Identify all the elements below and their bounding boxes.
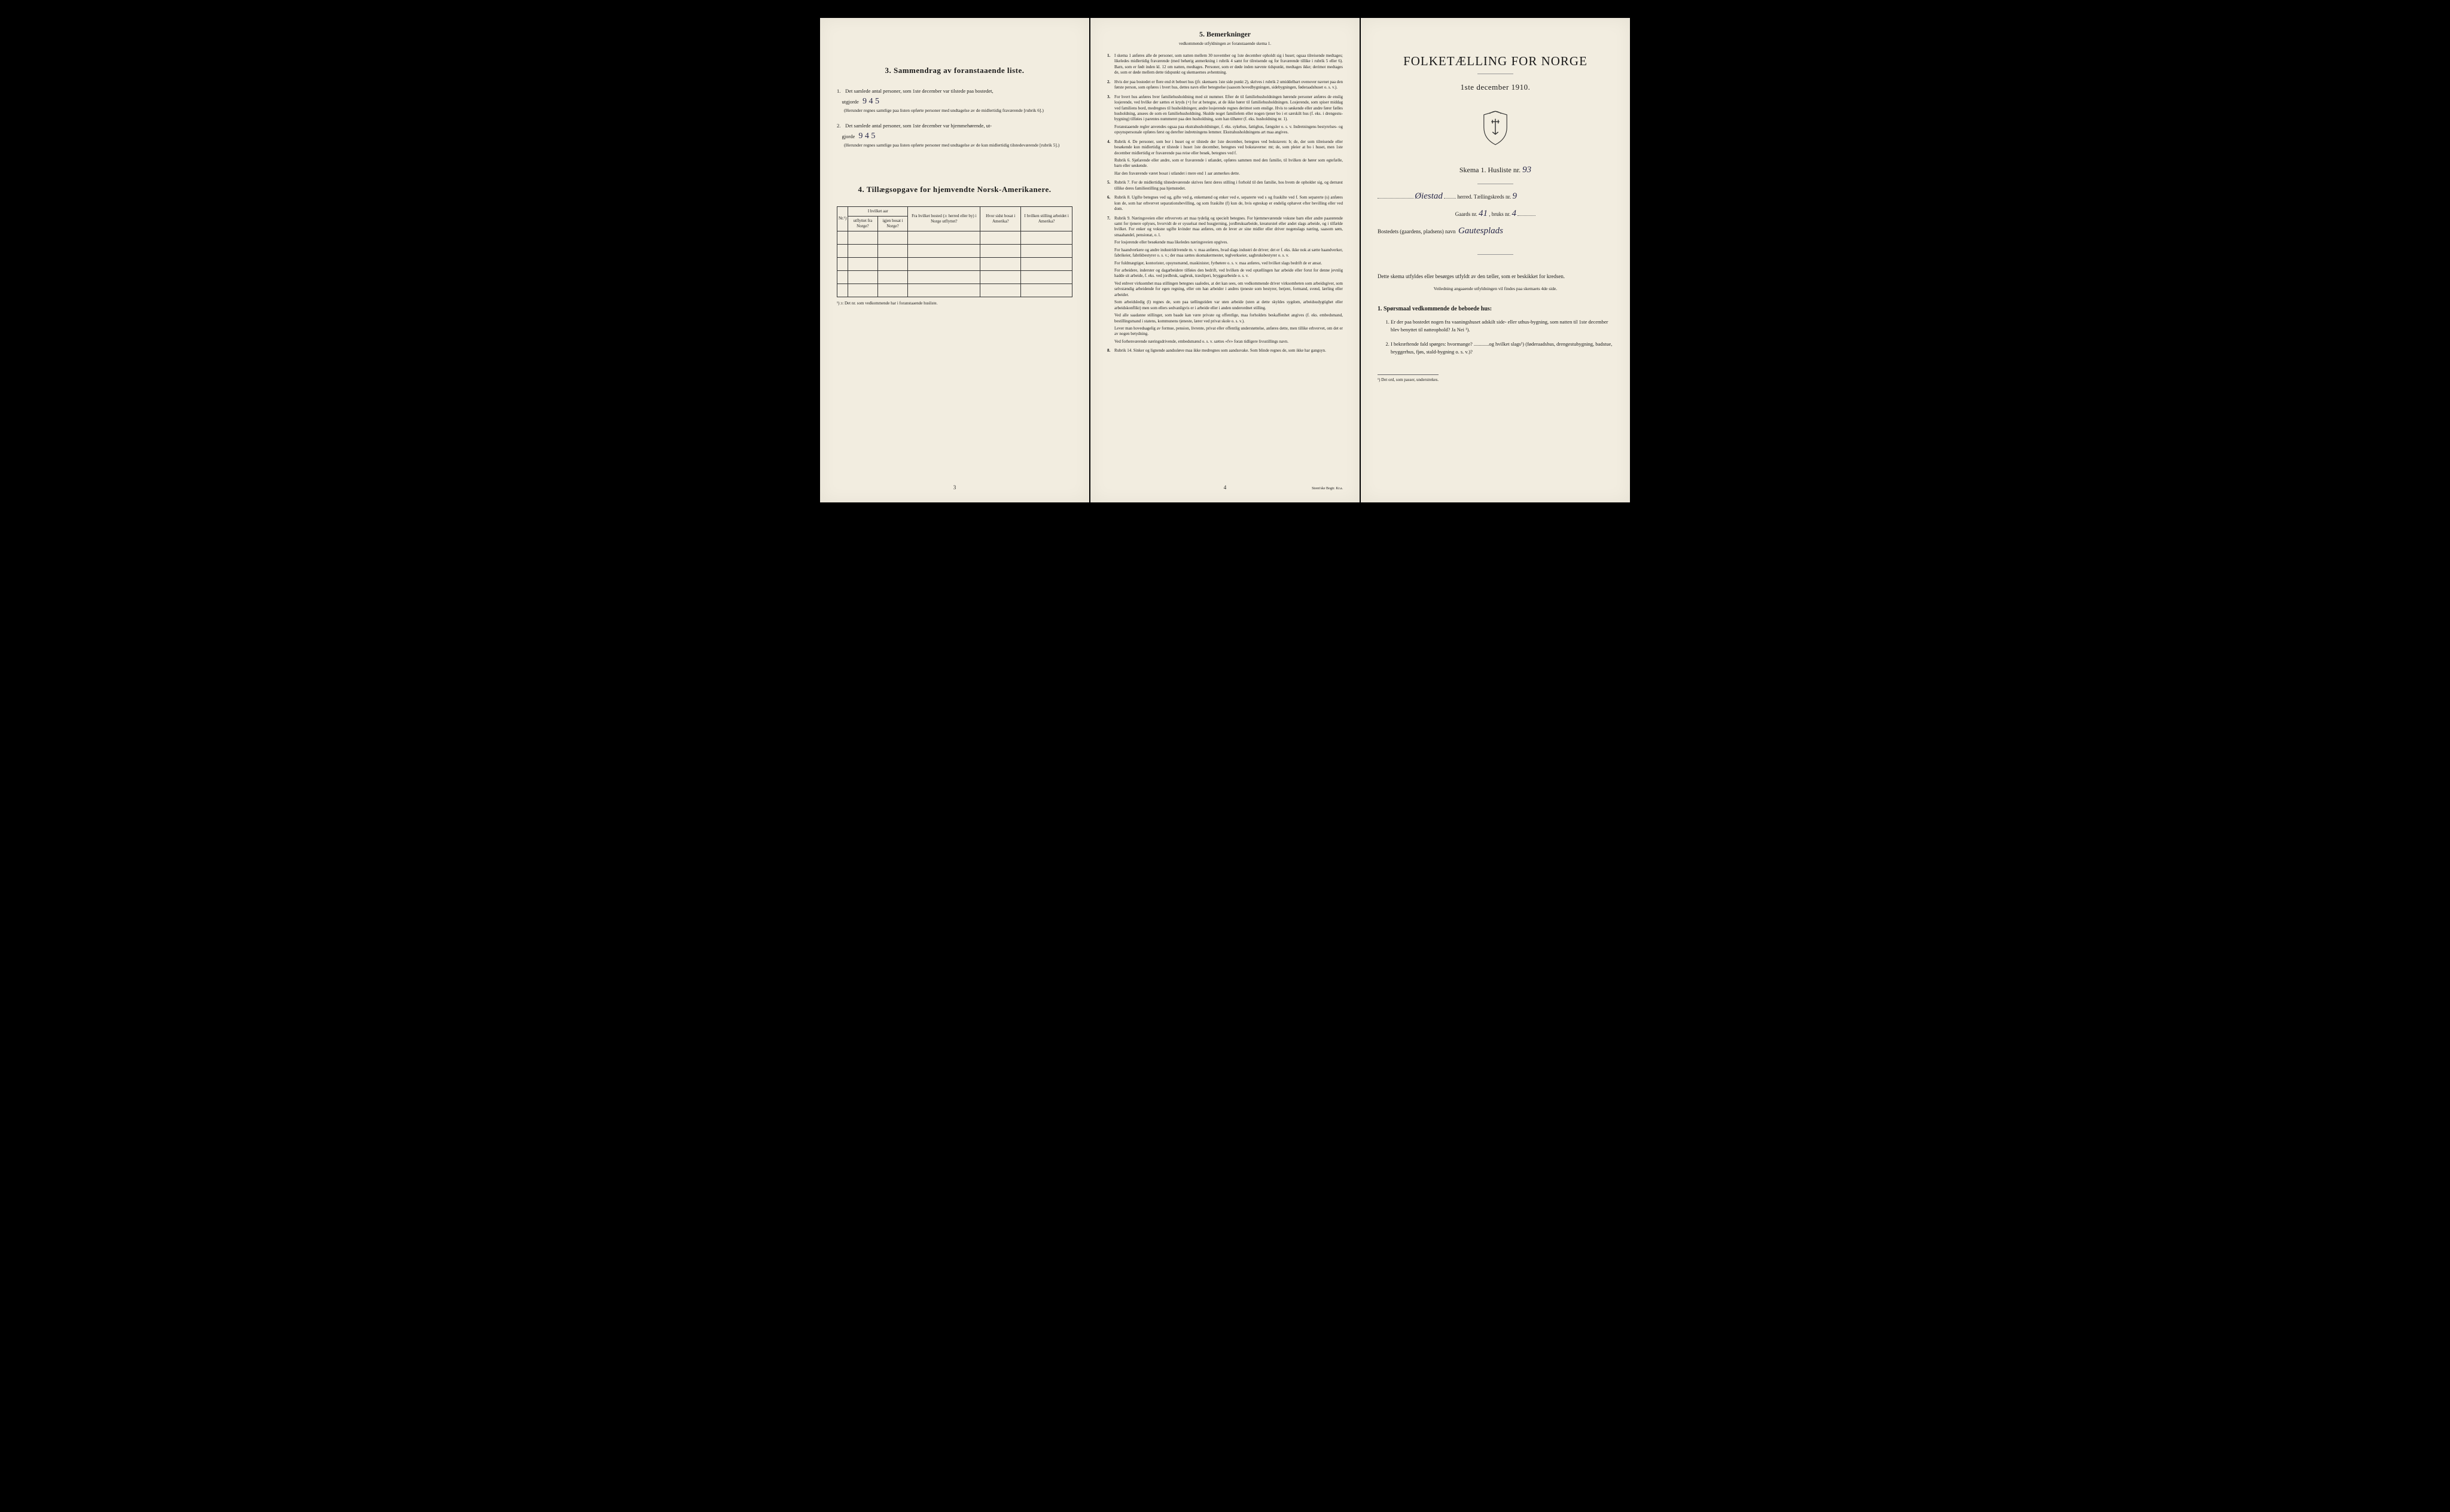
sporsmaal-title: 1. Spørsmaal vedkommende de beboede hus: — [1378, 306, 1613, 312]
item1-note: (Herunder regnes samtlige paa listen opf… — [844, 108, 1072, 114]
table-footnote: ¹) ɔ: Det nr. som vedkommende har i fora… — [837, 301, 1072, 306]
table-row — [837, 231, 1072, 244]
page-3: 3. Sammendrag av foranstaaende liste. 1.… — [820, 18, 1089, 502]
gaards-nr: 41 — [1479, 209, 1488, 218]
question-1: Er der paa bostedet nogen fra vaaningshu… — [1391, 318, 1613, 334]
section4-title: 4. Tillægsopgave for hjemvendte Norsk-Am… — [837, 185, 1072, 194]
bem-item-1: I skema 1 anføres alle de personer, som … — [1107, 53, 1343, 76]
table-row — [837, 244, 1072, 257]
bosted-line: Bostedets (gaardens, pladsens) navn Gaut… — [1378, 226, 1613, 236]
question-2: I bekræftende fald spørges: hvormange? .… — [1391, 340, 1613, 356]
table-row — [837, 284, 1072, 297]
kreds-nr: 9 — [1513, 191, 1517, 201]
page-4: 5. Bemerkninger vedkommende utfyldningen… — [1090, 18, 1360, 502]
footnote: ¹) Det ord, som passer, understrekes. — [1378, 374, 1439, 382]
bem-item-3: For hvert hus anføres hver familiehushol… — [1107, 94, 1343, 136]
th-aar: I hvilket aar — [848, 206, 908, 216]
bem-item-2: Hvis der paa bostedet er flere end ét be… — [1107, 80, 1343, 91]
census-title: FOLKETÆLLING FOR NORGE — [1378, 54, 1613, 69]
body-sub: Veiledning angaaende utfyldningen vil fi… — [1378, 286, 1613, 291]
bem-item-8: Rubrik 14. Sinker og lignende aandssløve… — [1107, 348, 1343, 353]
th-stilling: I hvilken stilling arbeidet i Amerika? — [1021, 206, 1072, 231]
skema-line: Skema 1. Husliste nr. 93 — [1378, 165, 1613, 175]
bosted-value: Gautesplads — [1458, 226, 1503, 236]
gaards-line: Gaards nr. 41 , bruks nr. 4 — [1378, 209, 1613, 219]
page-cover: FOLKETÆLLING FOR NORGE 1ste december 191… — [1361, 18, 1630, 502]
census-date: 1ste december 1910. — [1378, 83, 1613, 92]
item2-note: (Herunder regnes samtlige paa listen opf… — [844, 142, 1072, 149]
document-pages: 3. Sammendrag av foranstaaende liste. 1.… — [820, 18, 1630, 502]
bemerkninger-list: I skema 1 anføres alle de personer, som … — [1107, 53, 1343, 354]
th-amerika: Hvor sidst bosat i Amerika? — [980, 206, 1021, 231]
table-row — [837, 270, 1072, 284]
printer-credit: Steen'ske Bogtr. Kr.a. — [1312, 487, 1343, 490]
item-1: 1. Det samlede antal personer, som 1ste … — [837, 87, 1072, 114]
bem-item-6: Rubrik 8. Ugifte betegnes ved ug, gifte … — [1107, 195, 1343, 212]
bem-item-5: Rubrik 7. For de midlertidig tilstedevær… — [1107, 180, 1343, 191]
th-utflyttet: utflyttet fra Norge? — [848, 216, 877, 231]
husliste-nr: 93 — [1522, 165, 1531, 175]
bem-item-4: Rubrik 4. De personer, som bor i huset o… — [1107, 139, 1343, 177]
th-bosted: Fra hvilket bosted (ɔ: herred eller by) … — [908, 206, 980, 231]
amerika-table: Nr.¹) I hvilket aar Fra hvilket bosted (… — [837, 206, 1072, 306]
item1-value: 9 4 5 — [860, 95, 882, 108]
body-text: Dette skema utfyldes eller besørges utfy… — [1378, 273, 1613, 281]
item2-value: 9 4 5 — [856, 130, 877, 142]
herred-line: Øiestad herred. Tællingskreds nr. 9 — [1378, 191, 1613, 202]
bemerkninger-subtitle: vedkommende utfyldningen av foranstaaend… — [1107, 41, 1343, 46]
section3-title: 3. Sammendrag av foranstaaende liste. — [837, 66, 1072, 75]
th-nr: Nr.¹) — [837, 206, 848, 231]
item1-text: Det samlede antal personer, som 1ste dec… — [845, 88, 993, 94]
th-igjen: igjen bosat i Norge? — [877, 216, 908, 231]
bruks-nr: 4 — [1512, 209, 1517, 218]
item2-text: Det samlede antal personer, som 1ste dec… — [845, 123, 992, 129]
table-row — [837, 257, 1072, 270]
page-number-3: 3 — [820, 484, 1089, 490]
herred-value: Øiestad — [1415, 191, 1443, 201]
sporsmaal-section: 1. Spørsmaal vedkommende de beboede hus:… — [1378, 306, 1613, 382]
bem-item-7: Rubrik 9. Næringsveien eller erhvervets … — [1107, 216, 1343, 345]
norway-crest-icon — [1378, 110, 1613, 147]
bemerkninger-title: 5. Bemerkninger — [1107, 30, 1343, 39]
item-2: 2. Det samlede antal personer, som 1ste … — [837, 122, 1072, 148]
